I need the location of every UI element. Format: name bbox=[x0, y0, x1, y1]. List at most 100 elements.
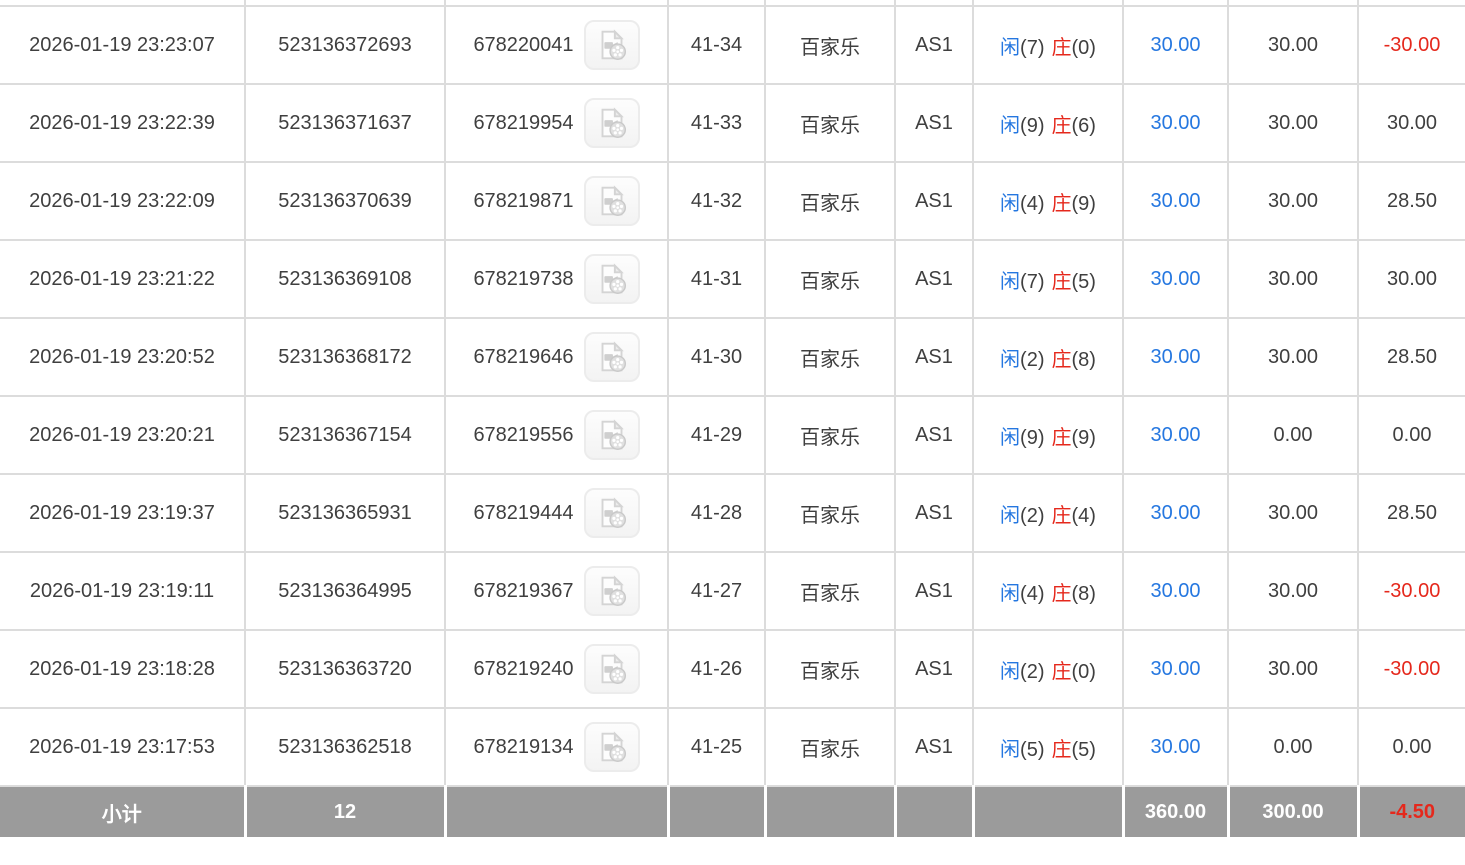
bet-amount-cell: 30.00 bbox=[1123, 84, 1229, 163]
video-replay-button[interactable] bbox=[583, 20, 640, 70]
round-id: 678219444 bbox=[473, 501, 574, 524]
game-result: 闲(2) 庄(8) bbox=[973, 318, 1124, 397]
video-file-icon bbox=[601, 107, 626, 138]
bet-id: 523136372693 bbox=[245, 6, 446, 85]
banker-result-score: (5) bbox=[1071, 738, 1096, 761]
video-replay-button[interactable] bbox=[583, 254, 640, 304]
subtotal-count: 12 bbox=[245, 786, 447, 837]
bet-amount-link[interactable]: 30.00 bbox=[1150, 501, 1201, 524]
bet-amount-link[interactable]: 30.00 bbox=[1150, 657, 1201, 680]
banker-result-score: (9) bbox=[1071, 426, 1096, 449]
video-replay-button[interactable] bbox=[583, 98, 640, 148]
platform-code: AS1 bbox=[895, 162, 974, 241]
table-row: 2026-01-19 23:20:52 523136368172 6782196… bbox=[0, 318, 1465, 397]
round-id: 678219367 bbox=[473, 579, 574, 602]
win-loss-amount: 28.50 bbox=[1358, 162, 1465, 241]
video-replay-button[interactable] bbox=[583, 410, 640, 460]
round-id: 678220041 bbox=[473, 33, 574, 56]
bet-amount-link[interactable]: 30.00 bbox=[1150, 345, 1201, 368]
round-id: 678219871 bbox=[473, 189, 574, 212]
table-round: 41-34 bbox=[668, 6, 766, 85]
bet-time: 2026-01-19 23:18:28 bbox=[0, 630, 246, 709]
banker-result-label: 庄 bbox=[1051, 114, 1072, 137]
game-result: 闲(9) 庄(6) bbox=[973, 84, 1124, 163]
table-round: 41-27 bbox=[668, 552, 766, 631]
bet-amount-link[interactable]: 30.00 bbox=[1150, 267, 1201, 290]
game-name: 百家乐 bbox=[765, 552, 896, 631]
banker-result-label: 庄 bbox=[1051, 426, 1072, 449]
table-round: 41-29 bbox=[668, 396, 766, 475]
table-round: 41-25 bbox=[668, 708, 766, 787]
subtotal-valid-total: 300.00 bbox=[1228, 786, 1360, 837]
bet-amount-link[interactable]: 30.00 bbox=[1150, 33, 1201, 56]
video-replay-button[interactable] bbox=[583, 332, 640, 382]
game-result: 闲(7) 庄(0) bbox=[973, 6, 1124, 85]
platform-code: AS1 bbox=[895, 552, 974, 631]
valid-amount: 30.00 bbox=[1228, 6, 1359, 85]
game-result: 闲(7) 庄(5) bbox=[973, 240, 1124, 319]
bet-amount-link[interactable]: 30.00 bbox=[1150, 189, 1201, 212]
win-loss-amount: -30.00 bbox=[1358, 552, 1465, 631]
table-row: 2026-01-19 23:22:09 523136370639 6782198… bbox=[0, 162, 1465, 241]
banker-result-label: 庄 bbox=[1051, 582, 1072, 605]
bet-amount-link[interactable]: 30.00 bbox=[1150, 111, 1201, 134]
bet-amount-link[interactable]: 30.00 bbox=[1150, 423, 1201, 446]
table-row: 2026-01-19 23:19:37 523136365931 6782194… bbox=[0, 474, 1465, 553]
win-loss-amount: 28.50 bbox=[1358, 474, 1465, 553]
table-round: 41-33 bbox=[668, 84, 766, 163]
game-result: 闲(2) 庄(4) bbox=[973, 474, 1124, 553]
video-replay-button[interactable] bbox=[583, 722, 640, 772]
player-result-label: 闲 bbox=[1000, 426, 1021, 449]
bet-amount-link[interactable]: 30.00 bbox=[1150, 735, 1201, 758]
valid-amount: 30.00 bbox=[1228, 552, 1359, 631]
banker-result-score: (8) bbox=[1071, 582, 1096, 605]
bet-id: 523136369108 bbox=[245, 240, 446, 319]
bet-time: 2026-01-19 23:20:21 bbox=[0, 396, 246, 475]
bet-amount-cell: 30.00 bbox=[1123, 396, 1229, 475]
platform-code: AS1 bbox=[895, 630, 974, 709]
player-result-label: 闲 bbox=[1000, 270, 1021, 293]
video-replay-button[interactable] bbox=[583, 644, 640, 694]
bet-amount-cell: 30.00 bbox=[1123, 162, 1229, 241]
win-loss-amount: 0.00 bbox=[1358, 396, 1465, 475]
banker-result-label: 庄 bbox=[1051, 192, 1072, 215]
game-name: 百家乐 bbox=[765, 318, 896, 397]
game-result: 闲(9) 庄(9) bbox=[973, 396, 1124, 475]
table-round: 41-28 bbox=[668, 474, 766, 553]
bet-id: 523136367154 bbox=[245, 396, 446, 475]
valid-amount: 30.00 bbox=[1228, 84, 1359, 163]
player-result-label: 闲 bbox=[1000, 582, 1021, 605]
bet-time: 2026-01-19 23:20:52 bbox=[0, 318, 246, 397]
valid-amount: 0.00 bbox=[1228, 396, 1359, 475]
game-name: 百家乐 bbox=[765, 474, 896, 553]
video-replay-button[interactable] bbox=[583, 176, 640, 226]
bet-id: 523136364995 bbox=[245, 552, 446, 631]
table-row: 2026-01-19 23:20:21 523136367154 6782195… bbox=[0, 396, 1465, 475]
subtotal-row: 小计 12 360.00 300.00 -4.50 bbox=[0, 786, 1465, 837]
table-rows: 2026-01-19 23:23:07 523136372693 6782200… bbox=[0, 6, 1465, 787]
table-row: 2026-01-19 23:23:07 523136372693 6782200… bbox=[0, 6, 1465, 85]
bet-time: 2026-01-19 23:22:09 bbox=[0, 162, 246, 241]
video-replay-button[interactable] bbox=[583, 488, 640, 538]
bet-time: 2026-01-19 23:19:11 bbox=[0, 552, 246, 631]
video-replay-button[interactable] bbox=[583, 566, 640, 616]
bet-amount-cell: 30.00 bbox=[1123, 708, 1229, 787]
game-name: 百家乐 bbox=[765, 708, 896, 787]
player-result-label: 闲 bbox=[1000, 114, 1021, 137]
round-cell: 678219646 bbox=[445, 318, 669, 397]
game-result: 闲(2) 庄(0) bbox=[973, 630, 1124, 709]
video-file-icon bbox=[601, 497, 626, 528]
video-file-icon bbox=[601, 731, 626, 762]
bet-id: 523136368172 bbox=[245, 318, 446, 397]
player-result-label: 闲 bbox=[1000, 660, 1021, 683]
player-result-score: (7) bbox=[1020, 36, 1045, 59]
banker-result-score: (5) bbox=[1071, 270, 1096, 293]
bet-amount-link[interactable]: 30.00 bbox=[1150, 579, 1201, 602]
player-result-score: (9) bbox=[1020, 114, 1045, 137]
bet-id: 523136362518 bbox=[245, 708, 446, 787]
table-round: 41-32 bbox=[668, 162, 766, 241]
valid-amount: 30.00 bbox=[1228, 630, 1359, 709]
round-cell: 678219556 bbox=[445, 396, 669, 475]
win-loss-amount: 28.50 bbox=[1358, 318, 1465, 397]
